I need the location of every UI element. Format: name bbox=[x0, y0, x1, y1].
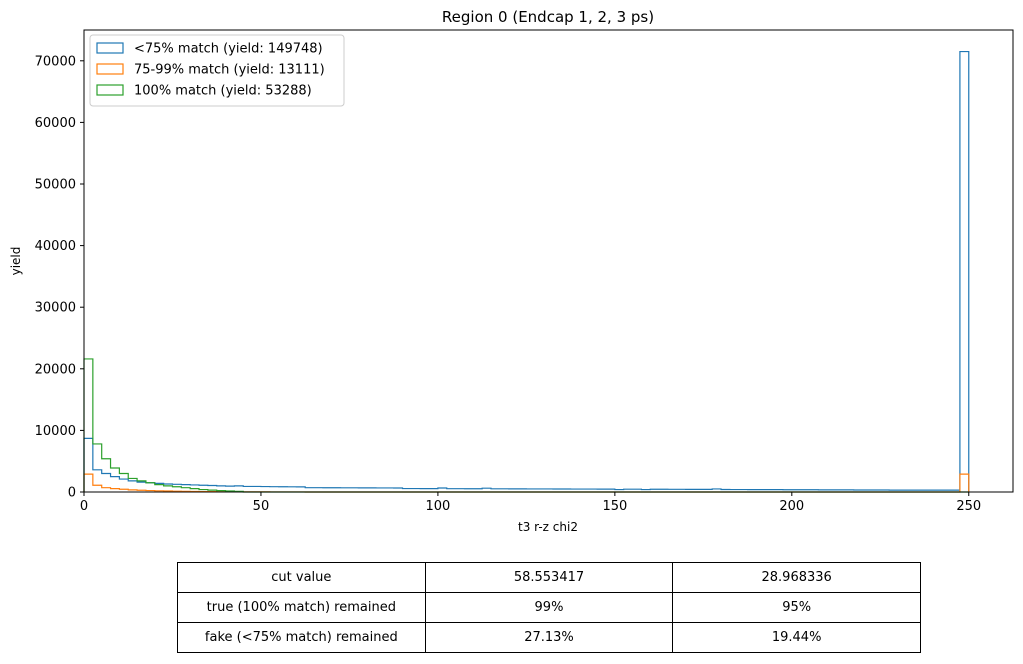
y-tick-label: 0 bbox=[68, 486, 76, 501]
y-tick-label: 20000 bbox=[35, 362, 76, 377]
table-row: cut value 58.553417 28.968336 bbox=[177, 562, 921, 593]
x-axis-label: t3 r-z chi2 bbox=[518, 520, 578, 534]
y-axis-label: yield bbox=[9, 247, 23, 276]
legend-entry: <75% match (yield: 149748) bbox=[134, 42, 323, 57]
legend-entry: 75-99% match (yield: 13111) bbox=[134, 63, 325, 78]
table-cell: cut value bbox=[177, 562, 426, 593]
legend-frame bbox=[89, 34, 345, 107]
y-tick-label: 10000 bbox=[35, 424, 76, 439]
table-cell: 28.968336 bbox=[672, 562, 921, 593]
table-cell: 27.13% bbox=[424, 622, 674, 653]
x-tick-label: 150 bbox=[602, 499, 627, 514]
table-cell: 58.553417 bbox=[424, 562, 674, 593]
table-cell: 99% bbox=[424, 592, 674, 623]
table-row: fake (<75% match) remained 27.13% 19.44% bbox=[177, 622, 921, 653]
histogram-series-0 bbox=[83, 50, 970, 492]
table-cell: 19.44% bbox=[672, 622, 921, 653]
y-tick-label: 40000 bbox=[35, 239, 76, 254]
table-row: true (100% match) remained 99% 95% bbox=[177, 592, 921, 623]
legend: <75% match (yield: 149748) 75-99% match (… bbox=[89, 34, 345, 107]
x-tick-label: 0 bbox=[80, 499, 88, 514]
y-tick-label: 30000 bbox=[35, 301, 76, 316]
histogram-series-2 bbox=[83, 358, 969, 493]
legend-entry: 100% match (yield: 53288) bbox=[134, 84, 312, 99]
legend-swatch bbox=[96, 63, 124, 75]
x-tick-label: 250 bbox=[956, 499, 981, 514]
cut-value-table: cut value 58.553417 28.968336 true (100%… bbox=[177, 562, 921, 653]
legend-swatch bbox=[96, 84, 124, 96]
table-cell: 95% bbox=[672, 592, 921, 623]
axes-frame bbox=[83, 29, 1014, 493]
legend-swatch bbox=[96, 42, 124, 54]
x-tick-label: 50 bbox=[253, 499, 270, 514]
x-tick-label: 100 bbox=[425, 499, 450, 514]
chart-title: Region 0 (Endcap 1, 2, 3 ps) bbox=[442, 8, 654, 26]
y-tick-label: 50000 bbox=[35, 178, 76, 193]
y-tick-label: 60000 bbox=[35, 116, 76, 131]
table-cell: true (100% match) remained bbox=[177, 592, 426, 623]
x-tick-label: 200 bbox=[779, 499, 804, 514]
histogram-chart: Region 0 (Endcap 1, 2, 3 ps) 0 50 100 150 20… bbox=[9, 8, 1014, 534]
table-cell: fake (<75% match) remained bbox=[177, 622, 426, 653]
y-tick-label: 70000 bbox=[35, 54, 76, 69]
